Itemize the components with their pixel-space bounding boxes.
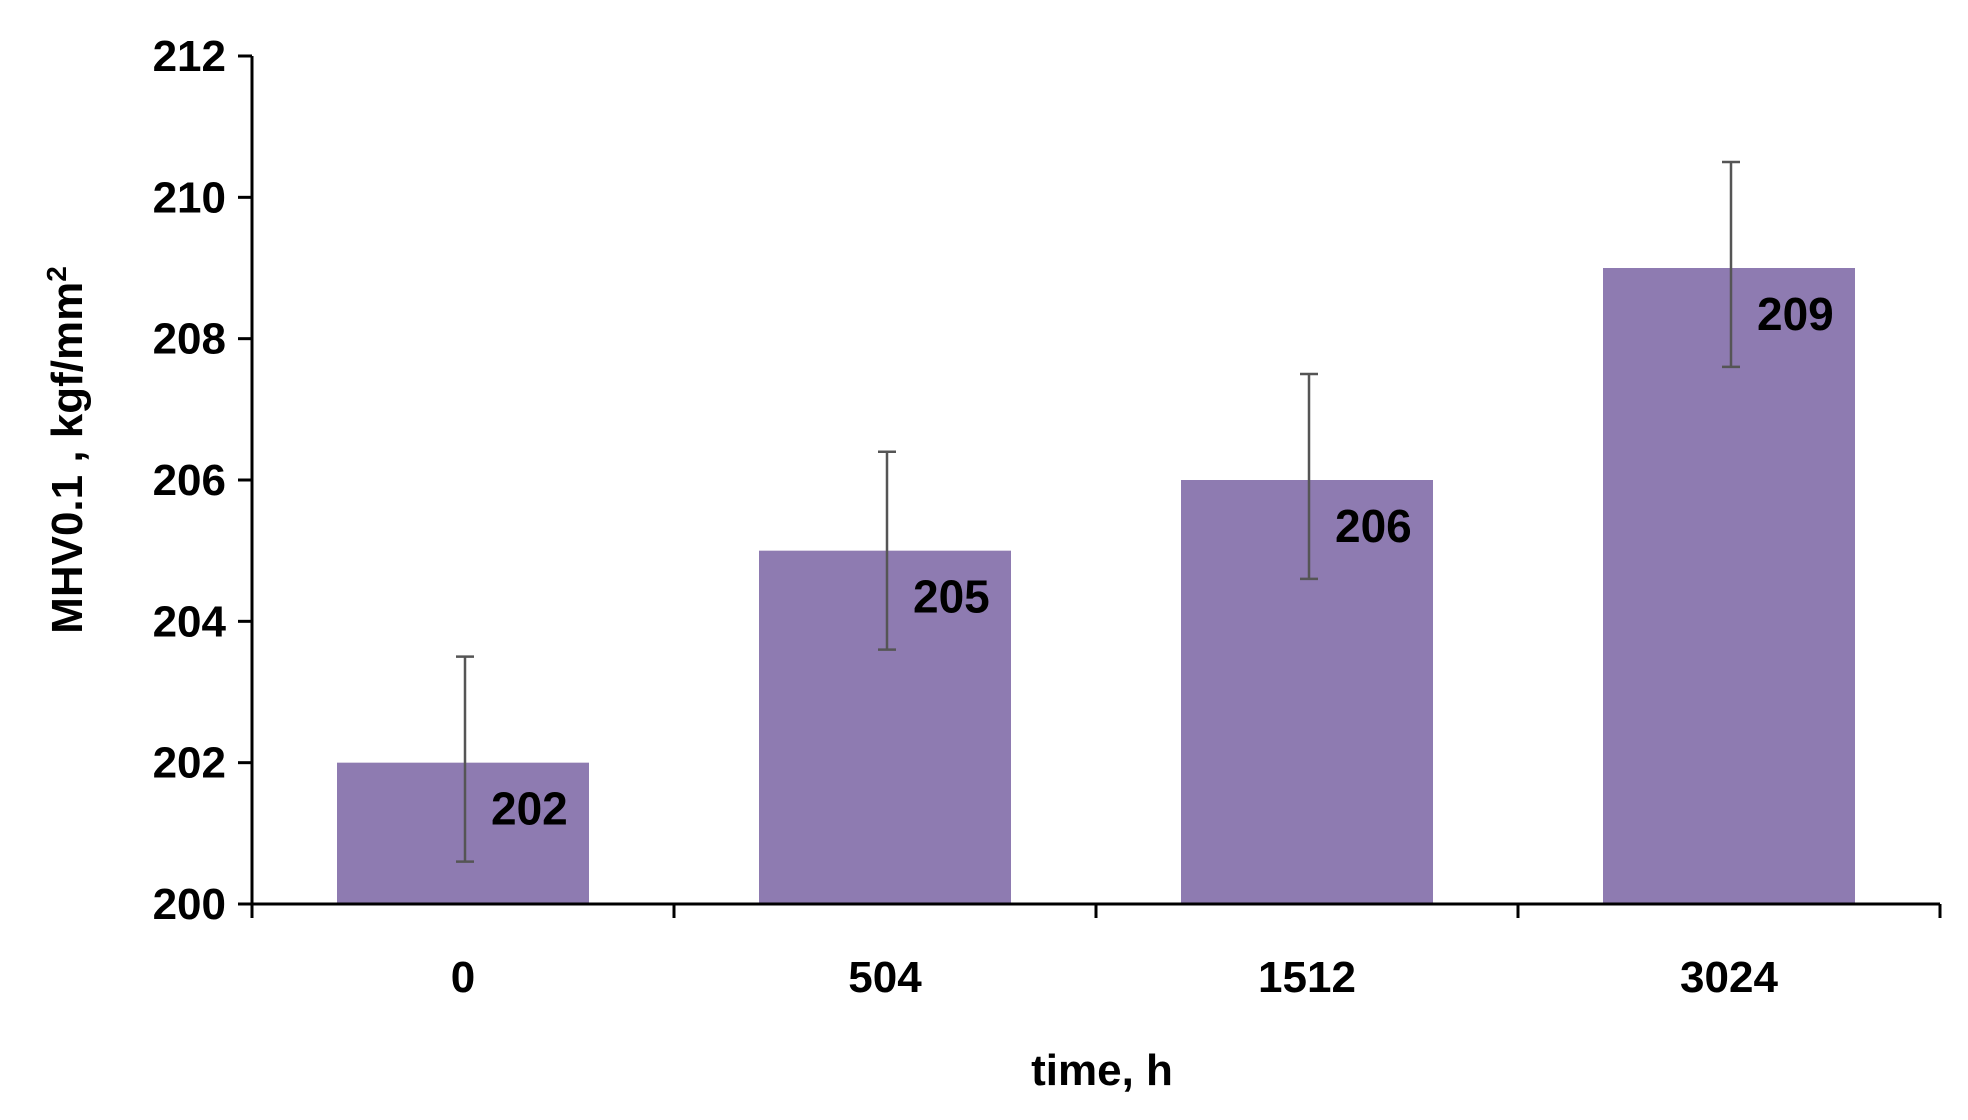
y-tick-label-208: 208 [153, 315, 226, 364]
x-axis-title: time, h [1031, 1046, 1173, 1095]
bar-3024 [1603, 268, 1855, 904]
data-label-3024: 209 [1757, 288, 1834, 340]
error-bar-0 [456, 655, 474, 863]
error-bar-1512 [1300, 372, 1318, 581]
bar-0 [337, 762, 589, 904]
labels-group: 202 0 205 504 206 1512 209 3024 200 202 204 206 208 2… [153, 32, 1834, 1002]
y-axis-title-text: MHV0.1 , kgf/mm [43, 282, 92, 634]
y-axis-title: MHV0.1 , kgf/mm2 [41, 266, 92, 634]
bar-504 [759, 550, 1011, 904]
y-tick-label-200: 200 [153, 880, 226, 929]
y-tick-label-206: 206 [153, 456, 226, 505]
bars-group [337, 268, 1855, 904]
y-tick-label-210: 210 [153, 173, 226, 222]
y-tick-label-202: 202 [153, 739, 226, 788]
x-tick-label-3024: 3024 [1680, 953, 1778, 1002]
axes-group [238, 54, 1942, 918]
data-label-0: 202 [491, 783, 568, 835]
data-label-504: 205 [913, 571, 990, 623]
data-label-1512: 206 [1335, 500, 1412, 552]
bar-1512 [1181, 480, 1433, 904]
error-bar-504 [878, 450, 896, 651]
y-tick-label-204: 204 [153, 597, 227, 646]
x-tick-label-1512: 1512 [1258, 953, 1356, 1002]
x-tick-label-504: 504 [848, 953, 922, 1002]
y-axis-title-superscript: 2 [41, 266, 72, 282]
error-bar-3024 [1722, 160, 1740, 369]
x-tick-label-0: 0 [451, 953, 475, 1002]
y-tick-label-212: 212 [153, 32, 226, 81]
error-bars-group [456, 160, 1740, 863]
